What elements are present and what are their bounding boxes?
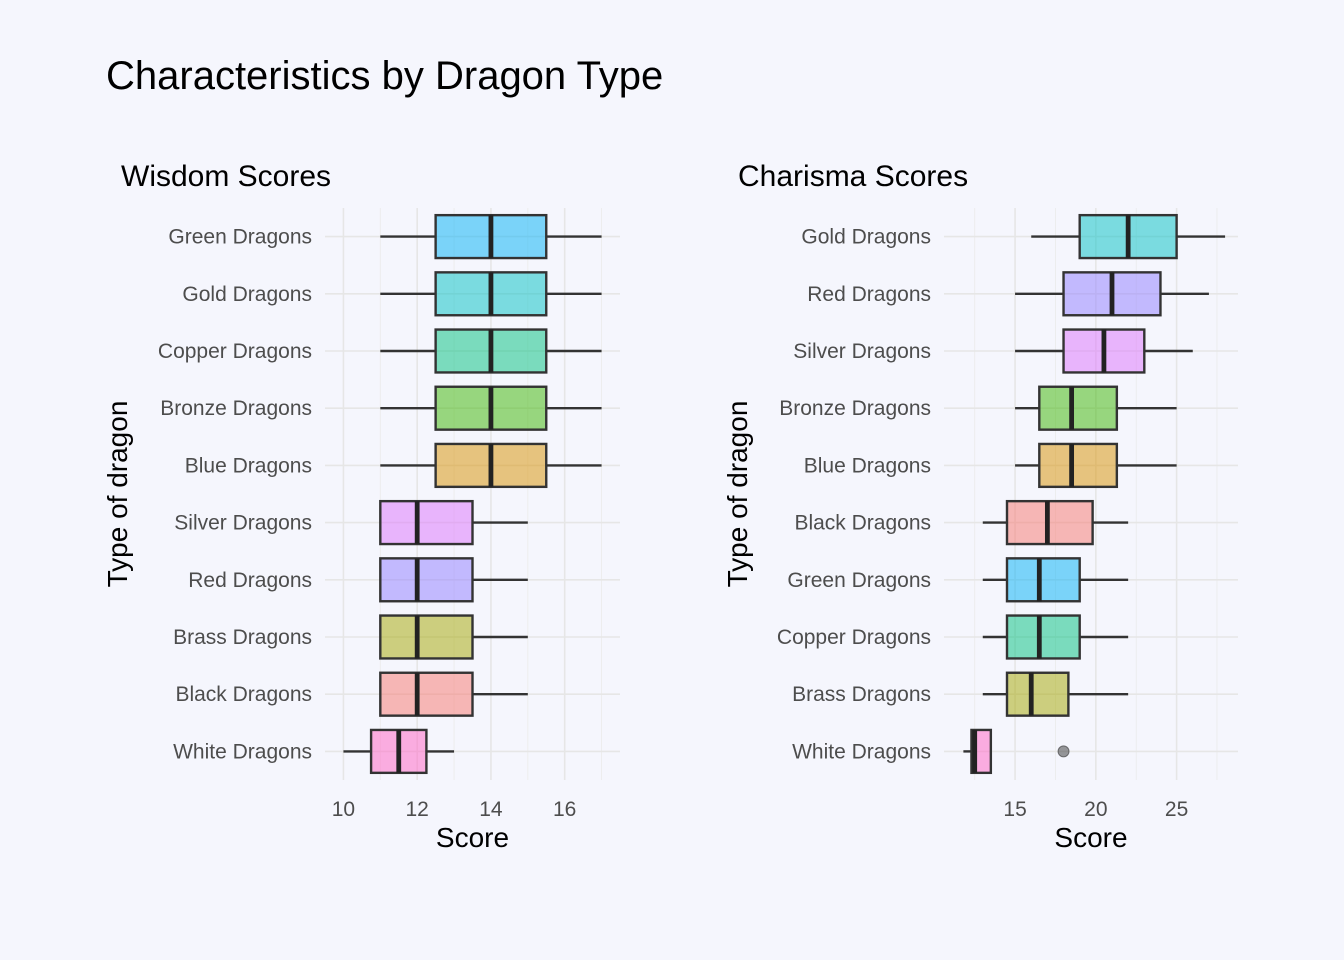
- y-axis-title: Type of dragon: [102, 401, 133, 588]
- box-body: [1038, 442, 1119, 489]
- box-red-dragons: [379, 557, 528, 603]
- box-brass-dragons: [982, 671, 1129, 717]
- x-axis-title: Score: [1054, 822, 1127, 853]
- y-tick-label: Silver Dragons: [174, 512, 312, 535]
- box-body: [1005, 671, 1070, 717]
- outlier-point: [1057, 745, 1070, 758]
- x-tick-label: 20: [1084, 798, 1107, 821]
- box-copper-dragons: [982, 614, 1129, 660]
- box-silver-dragons: [379, 499, 528, 546]
- box-body: [379, 499, 474, 546]
- box-green-dragons: [380, 213, 602, 260]
- box-green-dragons: [982, 557, 1129, 603]
- box-silver-dragons: [1015, 328, 1193, 374]
- box-copper-dragons: [380, 328, 602, 374]
- y-tick-label: Gold Dragons: [801, 226, 931, 249]
- y-tick-label: Red Dragons: [188, 569, 312, 592]
- box-black-dragons: [379, 671, 528, 717]
- box-red-dragons: [1015, 271, 1209, 317]
- x-axis-title: Score: [436, 822, 509, 853]
- y-tick-label: Bronze Dragons: [779, 397, 931, 420]
- x-tick-label: 12: [406, 798, 429, 821]
- box-blue-dragons: [1015, 442, 1177, 489]
- y-tick-label: White Dragons: [792, 740, 931, 763]
- y-tick-label: Copper Dragons: [777, 626, 931, 649]
- y-tick-label: Black Dragons: [794, 512, 931, 535]
- y-tick-label: Red Dragons: [807, 283, 931, 306]
- y-tick-label: Gold Dragons: [182, 283, 312, 306]
- y-tick-label: Silver Dragons: [793, 340, 931, 363]
- box-gold-dragons: [380, 271, 602, 317]
- box-body: [1005, 499, 1094, 546]
- box-brass-dragons: [379, 614, 528, 660]
- y-tick-label: Blue Dragons: [804, 454, 931, 477]
- y-tick-label: Blue Dragons: [185, 454, 312, 477]
- box-gold-dragons: [1031, 213, 1226, 260]
- box-bronze-dragons: [380, 385, 602, 431]
- box-body: [379, 557, 474, 603]
- panel-1: Wisdom Scores 10 12 14 16 White Dragons Black …: [102, 160, 620, 853]
- box-body: [379, 671, 474, 717]
- panel-2: Charisma Scores 15 20 25 White Dragons Brass …: [722, 160, 1238, 853]
- box-blue-dragons: [380, 442, 602, 489]
- y-axis-title: Type of dragon: [722, 401, 753, 588]
- y-tick-label: Brass Dragons: [792, 683, 931, 706]
- x-tick-label: 25: [1165, 798, 1188, 821]
- y-tick-label: Black Dragons: [175, 683, 312, 706]
- box-body: [1038, 385, 1119, 431]
- panel-title: Charisma Scores: [738, 160, 968, 193]
- x-tick-label: 14: [479, 798, 503, 821]
- panel-title: Wisdom Scores: [121, 160, 331, 193]
- box-body: [379, 614, 474, 660]
- x-tick-label: 15: [1003, 798, 1026, 821]
- box-bronze-dragons: [1015, 385, 1177, 431]
- box-white-dragons: [343, 728, 455, 775]
- box-black-dragons: [982, 499, 1129, 546]
- y-tick-label: Green Dragons: [787, 569, 931, 592]
- y-tick-label: Copper Dragons: [158, 340, 312, 363]
- box-body: [1005, 557, 1081, 603]
- x-tick-label: 10: [332, 798, 355, 821]
- y-tick-label: Green Dragons: [168, 226, 312, 249]
- y-tick-label: Bronze Dragons: [160, 397, 312, 420]
- box-white-dragons: [963, 728, 1070, 775]
- x-tick-label: 16: [553, 798, 576, 821]
- chart-title: Characteristics by Dragon Type: [106, 54, 663, 98]
- box-body: [1005, 614, 1081, 660]
- y-tick-label: Brass Dragons: [173, 626, 312, 649]
- y-tick-label: White Dragons: [173, 740, 312, 763]
